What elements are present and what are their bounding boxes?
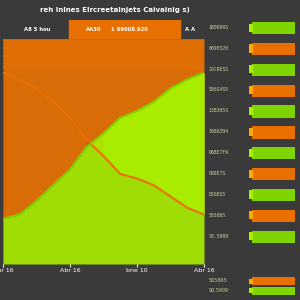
Text: D68E7F6: D68E7F6 [209,150,229,155]
FancyBboxPatch shape [252,278,295,285]
FancyBboxPatch shape [249,211,253,220]
FancyBboxPatch shape [252,168,295,180]
FancyBboxPatch shape [249,169,253,178]
FancyBboxPatch shape [252,106,295,118]
FancyBboxPatch shape [249,149,253,157]
FancyBboxPatch shape [249,190,253,199]
FancyBboxPatch shape [252,43,295,55]
FancyBboxPatch shape [252,231,295,243]
Text: 586S4S5: 586S4S5 [209,88,229,92]
Bar [69,20,180,39]
FancyBboxPatch shape [249,128,253,136]
FancyBboxPatch shape [249,65,253,74]
FancyBboxPatch shape [249,44,253,52]
Text: A A: A A [185,27,195,32]
Text: 1B0690S: 1B0690S [209,25,229,30]
FancyBboxPatch shape [249,86,253,94]
Text: 0690S20: 0690S20 [209,46,229,51]
FancyBboxPatch shape [249,278,253,284]
FancyBboxPatch shape [249,24,253,32]
Text: AA30: AA30 [86,27,101,32]
FancyBboxPatch shape [252,147,295,159]
FancyBboxPatch shape [252,287,295,295]
Text: A8 5 hou: A8 5 hou [24,27,50,32]
FancyBboxPatch shape [252,22,295,34]
Text: OR8E7S: OR8E7S [209,171,226,176]
FancyBboxPatch shape [249,232,253,240]
Text: reh Inlnes Elrcreetainjets Caivainlg s): reh Inlnes Elrcreetainjets Caivainlg s) [40,7,190,13]
Text: 1986394: 1986394 [209,129,229,134]
FancyBboxPatch shape [252,210,295,222]
Text: 1 69008.920: 1 69008.920 [111,27,148,32]
FancyBboxPatch shape [252,85,295,97]
Text: 2OCRES5: 2OCRES5 [209,67,229,72]
Text: S0.5909: S0.5909 [209,288,229,293]
Text: S0.5909: S0.5909 [209,233,229,238]
FancyBboxPatch shape [252,126,295,139]
Text: S55865: S55865 [209,278,227,283]
Text: S55865: S55865 [209,213,226,218]
FancyBboxPatch shape [249,288,253,293]
FancyBboxPatch shape [249,107,253,115]
FancyBboxPatch shape [252,64,295,76]
Text: 13B395S: 13B395S [209,108,229,113]
Text: D568S5: D568S5 [209,192,226,197]
FancyBboxPatch shape [252,189,295,201]
